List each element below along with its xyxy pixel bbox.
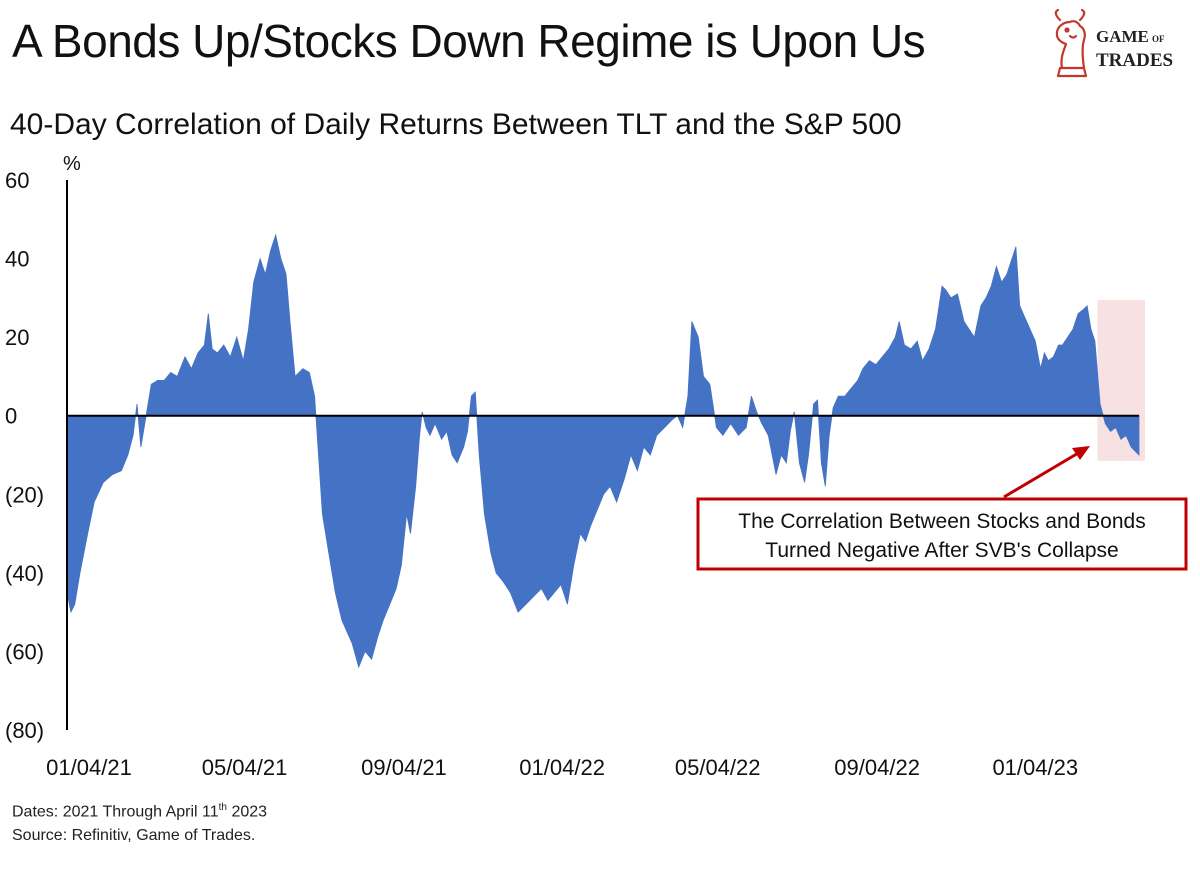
y-axis-unit-label: % (63, 153, 81, 175)
y-tick-label: 0 (5, 404, 17, 429)
x-tick-label: 05/04/21 (202, 755, 288, 780)
annotation-arrow-head (1072, 446, 1090, 460)
x-tick-label: 01/04/21 (46, 755, 132, 780)
footer-dates-prefix: Dates: 2021 Through April 11 (12, 803, 219, 821)
logo-line2: TRADES (1096, 50, 1173, 71)
footer-dates-suffix: 2023 (227, 803, 268, 821)
footer-dates: Dates: 2021 Through April 11th 2023 (12, 802, 267, 821)
y-tick-label: (60) (5, 639, 44, 664)
x-tick-label: 05/04/22 (675, 755, 761, 780)
y-tick-label: 40 (5, 247, 29, 272)
bull-chess-knight-icon: GAME OF TRADES (1054, 8, 1173, 78)
annotation-arrow-line (1003, 450, 1081, 499)
annotation-line2: Turned Negative After SVB's Collapse (765, 539, 1118, 562)
footer-source: Source: Refinitiv, Game of Trades. (12, 827, 256, 844)
y-tick-label: 60 (5, 168, 29, 193)
chart-subtitle: 40-Day Correlation of Daily Returns Betw… (10, 108, 902, 141)
y-tick-label: (40) (5, 561, 44, 586)
x-tick-label: 01/04/23 (992, 755, 1078, 780)
annotation-line1: The Correlation Between Stocks and Bonds (738, 510, 1145, 533)
y-tick-label: 20 (5, 325, 29, 350)
y-tick-label: (20) (5, 482, 44, 507)
logo-line1: GAME (1096, 27, 1149, 46)
y-tick-label: (80) (5, 718, 44, 743)
correlation-area-series (66, 233, 1140, 669)
footer-dates-sup: th (218, 802, 227, 813)
chart-title: A Bonds Up/Stocks Down Regime is Upon Us (12, 15, 926, 67)
x-tick-label: 09/04/21 (361, 755, 447, 780)
game-of-trades-logo: GAME OF TRADES (1040, 6, 1190, 82)
logo-line1-small: OF (1152, 34, 1165, 44)
x-tick-label: 09/04/22 (834, 755, 920, 780)
x-tick-label: 01/04/22 (519, 755, 605, 780)
annotation-box (696, 497, 1188, 571)
